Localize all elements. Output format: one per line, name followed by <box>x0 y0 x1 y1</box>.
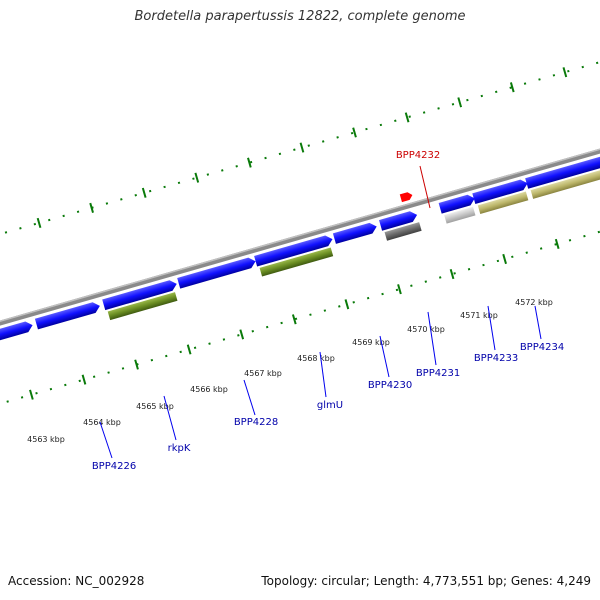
tick-label: 4563 kbp <box>27 435 65 444</box>
gene-leader-line <box>534 305 542 340</box>
accession-label: Accession: NC_002928 <box>8 574 145 588</box>
feature-misc-3[interactable] <box>530 165 600 199</box>
map-title: Bordetella parapertussis 12822, complete… <box>134 9 466 24</box>
tick-label: 4568 kbp <box>297 354 335 363</box>
gene-label-bpp4230[interactable]: BPP4230 <box>368 380 412 391</box>
gene-leader-line <box>99 421 113 459</box>
gene-leader-line <box>243 379 256 416</box>
gene-leader-line <box>163 395 177 441</box>
outer-ruler <box>0 59 600 255</box>
feature-cds-7[interactable] <box>379 210 419 231</box>
feature-cds-4[interactable] <box>177 256 257 289</box>
feature-cds-2[interactable] <box>34 301 101 330</box>
tick-label: 4569 kbp <box>352 338 390 347</box>
feature-pseudo-1[interactable] <box>384 222 422 241</box>
tick-label: 4572 kbp <box>515 298 553 307</box>
gene-label-bpp4233[interactable]: BPP4233 <box>474 353 518 364</box>
feature-misc-1[interactable] <box>444 206 476 224</box>
feature-cds-8[interactable] <box>438 193 477 214</box>
genome-summary: Topology: circular; Length: 4,773,551 bp… <box>261 574 591 588</box>
gene-leader-line <box>419 165 431 209</box>
tick-label: 4566 kbp <box>190 385 228 394</box>
tick-label: 4571 kbp <box>460 311 498 320</box>
genome-backbone <box>0 140 600 338</box>
feature-misc-2[interactable] <box>477 191 529 214</box>
features <box>0 152 600 346</box>
tick-label: 4564 kbp <box>83 418 121 427</box>
gene-label-bpp4226[interactable]: BPP4226 <box>92 461 136 472</box>
feature-cds-9[interactable] <box>472 178 529 204</box>
tick-label: 4565 kbp <box>136 402 174 411</box>
feature-rna-2[interactable] <box>259 247 334 277</box>
feature-cds-6[interactable] <box>332 221 378 244</box>
feature-highlight[interactable] <box>399 191 414 203</box>
gene-leader-line <box>487 305 496 351</box>
feature-cds-10[interactable] <box>525 152 600 189</box>
tick-label: 4570 kbp <box>407 325 445 334</box>
gene-label-rkpk[interactable]: rkpK <box>168 443 191 454</box>
feature-cds-1[interactable] <box>0 320 34 346</box>
gene-leader-line <box>379 335 390 378</box>
tick-label: 4567 kbp <box>244 369 282 378</box>
gene-label-bpp4232[interactable]: BPP4232 <box>396 150 440 161</box>
feature-rna-1[interactable] <box>107 292 178 321</box>
major-ticks <box>29 67 568 400</box>
gene-label-bpp4234[interactable]: BPP4234 <box>520 342 564 353</box>
feature-cds-3[interactable] <box>102 279 178 311</box>
gene-label-glmu[interactable]: glmU <box>317 400 343 411</box>
gene-label-bpp4231[interactable]: BPP4231 <box>416 368 460 379</box>
gene-label-bpp4228[interactable]: BPP4228 <box>234 417 278 428</box>
gene-leader-line <box>319 351 327 398</box>
feature-cds-5[interactable] <box>254 234 334 267</box>
gene-leader-line <box>427 311 437 366</box>
